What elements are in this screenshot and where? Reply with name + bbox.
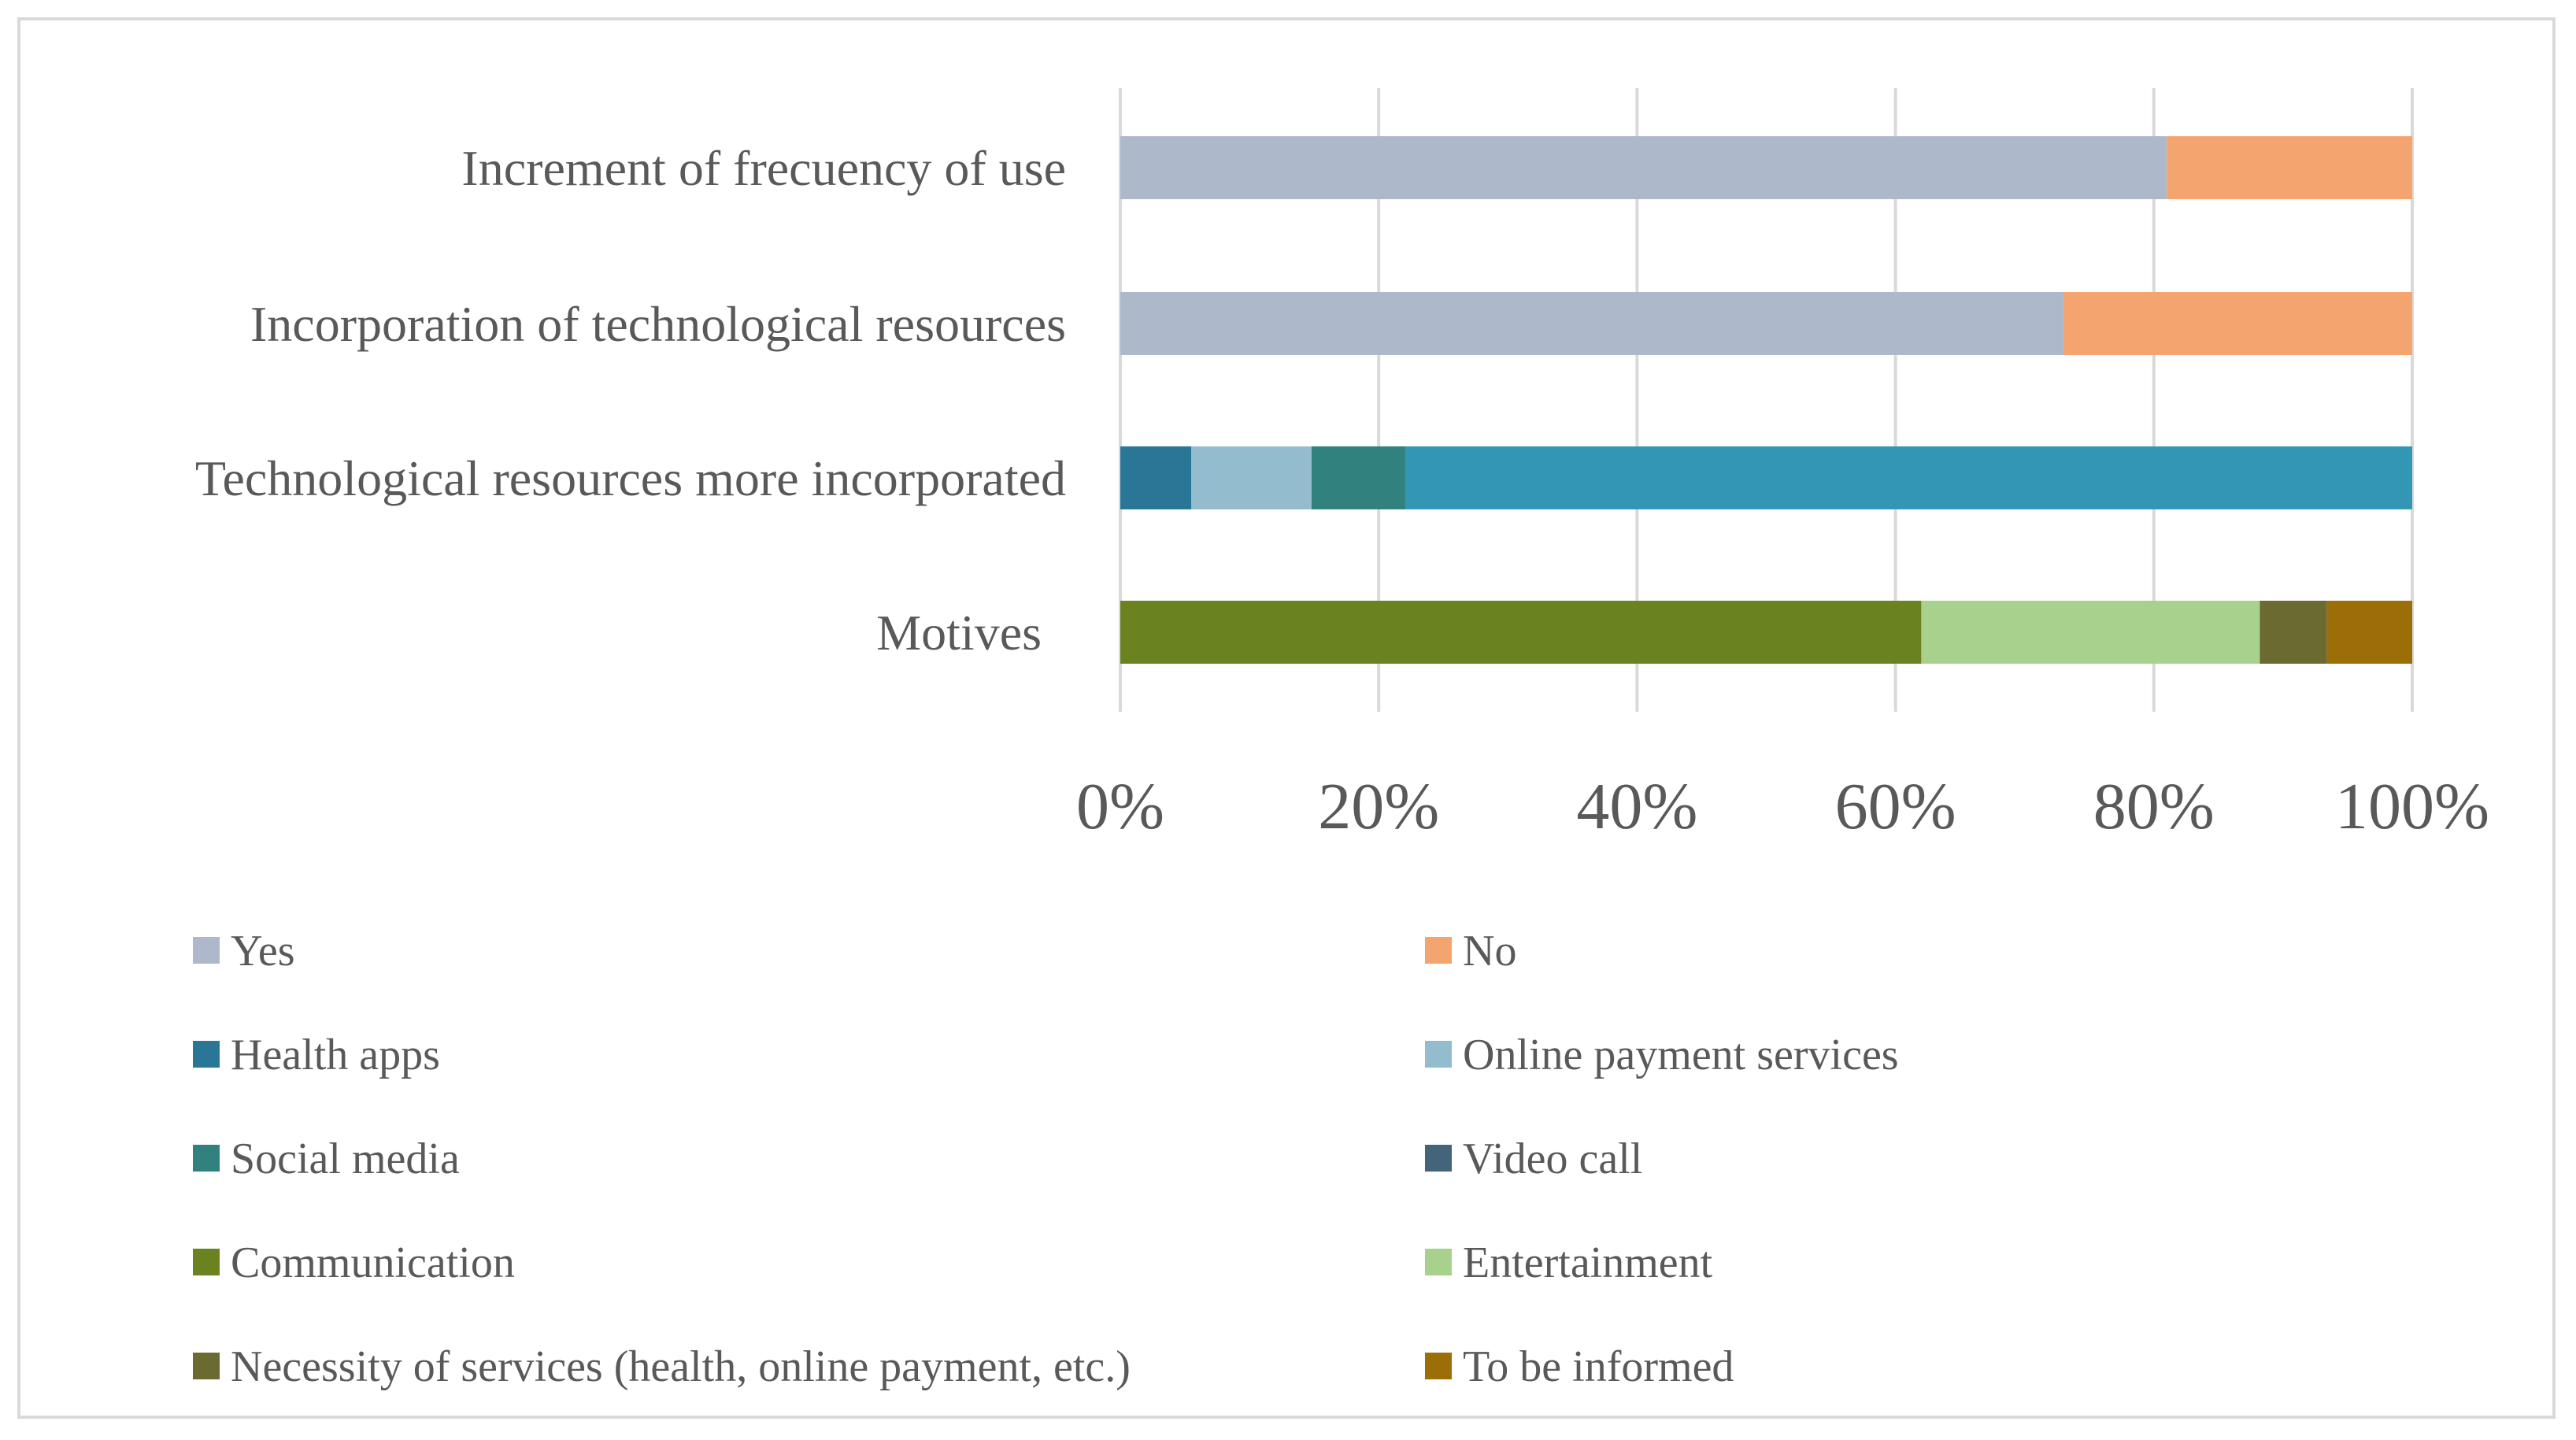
bar-segment	[1120, 446, 1192, 509]
legend-item: Yes	[193, 927, 294, 975]
x-tick-label: 0%	[1076, 770, 1164, 843]
legend-label: Online payment services	[1463, 1031, 1899, 1079]
bar-segment	[2167, 136, 2412, 199]
legend-label: Yes	[231, 927, 294, 975]
legend-swatch	[193, 1249, 220, 1275]
x-tick-label: 100%	[2335, 770, 2489, 843]
legend-swatch	[1425, 1041, 1452, 1068]
bar-segment	[1120, 601, 1922, 664]
legend-item: Health apps	[193, 1031, 440, 1079]
legend-swatch	[193, 1041, 220, 1068]
category-label: Technological resources more incorporate…	[195, 450, 1066, 506]
legend-label: No	[1463, 927, 1516, 975]
legend-label: Video call	[1463, 1135, 1642, 1183]
legend-item: To be informed	[1425, 1342, 1734, 1391]
bar-segment	[1120, 292, 2063, 355]
category-label: Increment of frecuency of use	[461, 140, 1066, 196]
legend-swatch	[193, 937, 220, 964]
bar-segment	[1405, 446, 2412, 509]
legend-swatch	[193, 1353, 220, 1379]
legend-item: Social media	[193, 1135, 460, 1183]
legend-swatch	[1425, 937, 1452, 964]
legend-item: Online payment services	[1425, 1031, 1899, 1079]
legend-swatch	[1425, 1249, 1452, 1275]
legend-label: Entertainment	[1463, 1238, 1713, 1287]
x-tick-label: 40%	[1576, 770, 1697, 843]
legend-item: Necessity of services (health, online pa…	[193, 1342, 1131, 1391]
legend-item: Communication	[193, 1238, 515, 1287]
legend-label: Necessity of services (health, online pa…	[231, 1342, 1131, 1391]
legend-label: Communication	[231, 1238, 515, 1287]
bar-segment	[2063, 292, 2412, 355]
legend-label: Social media	[231, 1135, 460, 1183]
category-label: Incorporation of technological resources	[250, 296, 1066, 352]
bar-segment	[1120, 136, 2167, 199]
x-tick-label: 60%	[1835, 770, 1956, 843]
legend-label: To be informed	[1463, 1342, 1734, 1391]
bar-segment	[1311, 446, 1406, 509]
bar-segment	[2260, 601, 2327, 664]
legend-swatch	[1425, 1353, 1452, 1379]
legend-item: Video call	[1425, 1135, 1642, 1183]
chart-frame	[17, 17, 2556, 1419]
x-tick-label: 20%	[1318, 770, 1439, 843]
bar-segment	[1191, 446, 1312, 509]
legend-label: Health apps	[231, 1031, 440, 1079]
bar-segment	[1921, 601, 2260, 664]
category-label: Motives	[876, 605, 1042, 661]
x-tick-label: 80%	[2093, 770, 2215, 843]
legend-item: No	[1425, 927, 1516, 975]
legend-swatch	[1425, 1145, 1452, 1172]
legend-item: Entertainment	[1425, 1238, 1713, 1287]
legend-swatch	[193, 1145, 220, 1172]
bar-segment	[2326, 601, 2412, 664]
